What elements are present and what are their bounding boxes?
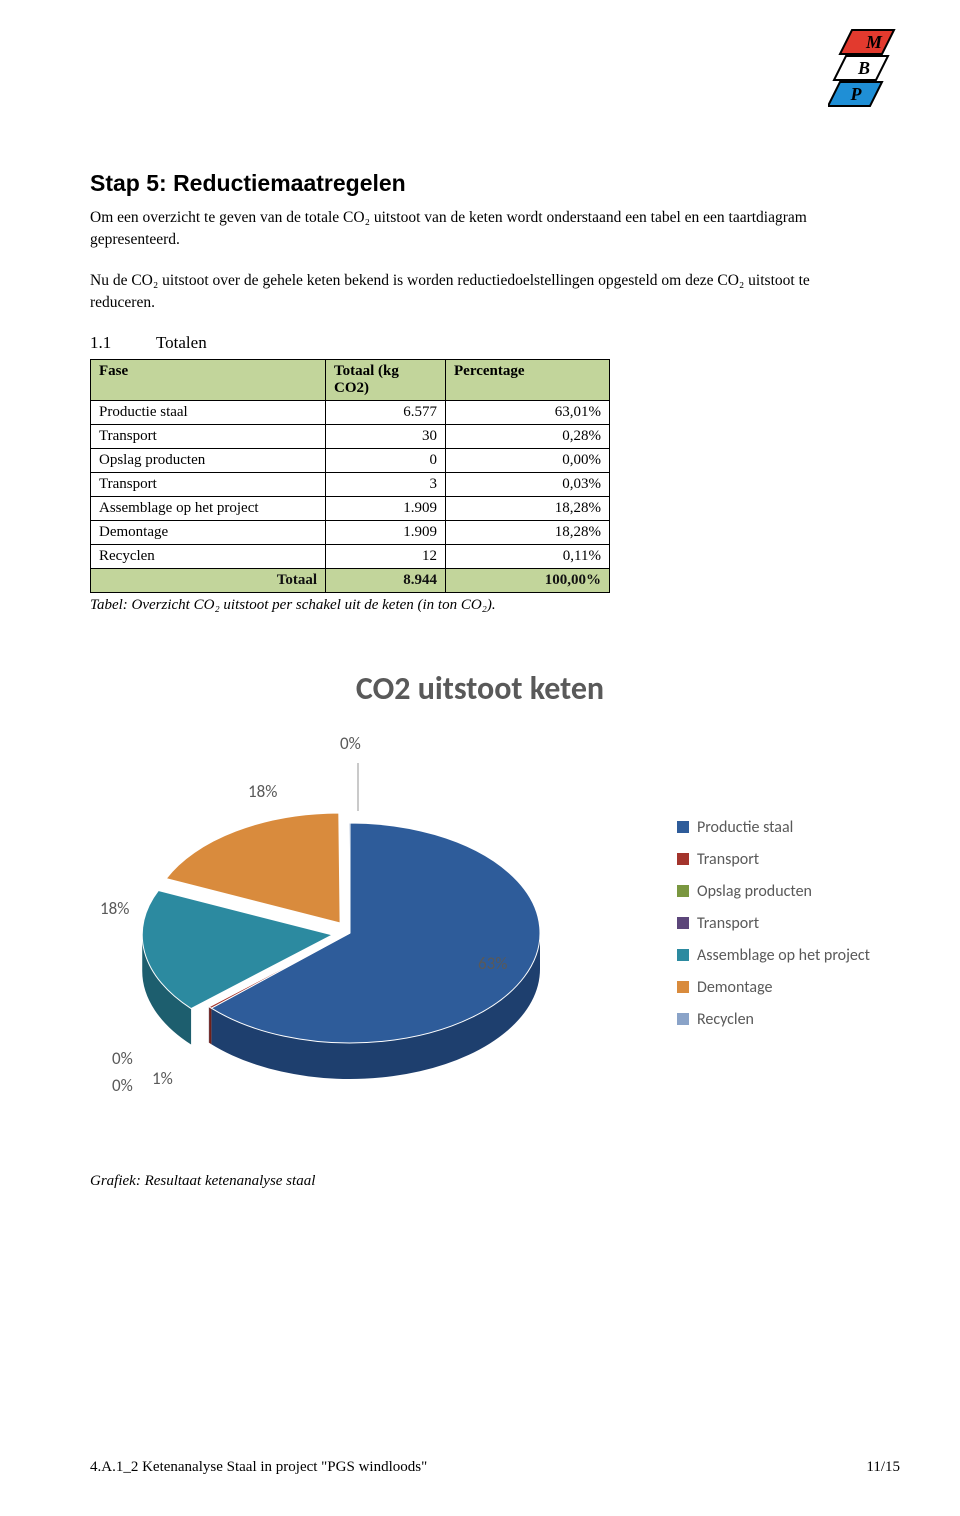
footer-left: 4.A.1_2 Ketenanalyse Staal in project "P…: [90, 1459, 427, 1476]
table-row: Demontage1.90918,28%: [91, 520, 610, 544]
svg-text:P: P: [850, 84, 863, 104]
subhead-text: Totalen: [156, 333, 207, 352]
legend-item: Transport: [677, 914, 870, 933]
pie-data-label: 63%: [478, 953, 507, 974]
pie-data-label: 0%: [340, 733, 361, 754]
pie-data-label: 0%: [112, 1048, 133, 1069]
mbp-logo: M B P: [828, 28, 900, 118]
table-total-row: Totaal8.944100,00%: [91, 568, 610, 592]
intro-paragraph-1: Om een overzicht te geven van de totale …: [90, 207, 870, 252]
pie-data-label: 18%: [100, 898, 129, 919]
col-fase: Fase: [91, 359, 326, 400]
subhead-number: 1.1: [90, 333, 152, 353]
table-row: Recyclen120,11%: [91, 544, 610, 568]
svg-text:B: B: [857, 58, 870, 78]
section-subheading: 1.1 Totalen: [90, 333, 870, 353]
table-row: Transport30,03%: [91, 472, 610, 496]
col-totaal: Totaal (kg CO2): [326, 359, 446, 400]
grafiek-caption: Grafiek: Resultaat ketenanalyse staal: [90, 1173, 870, 1190]
legend-item: Assemblage op het project: [677, 946, 870, 965]
table-row: Assemblage op het project1.90918,28%: [91, 496, 610, 520]
chart-legend: Productie staal Transport Opslag producten…: [677, 818, 870, 1042]
pie-data-label: 0%: [112, 1075, 133, 1096]
chart-title: CO2 uitstoot keten: [90, 669, 870, 708]
page-heading: Stap 5: Reductiemaatregelen: [90, 170, 870, 197]
legend-item: Demontage: [677, 978, 870, 997]
pie-data-label: 1%: [152, 1068, 173, 1089]
totalen-table: Fase Totaal (kg CO2) Percentage Producti…: [90, 359, 610, 593]
intro-paragraph-2: Nu de CO₂ uitstoot over de gehele keten …: [90, 270, 870, 315]
col-percentage: Percentage: [446, 359, 610, 400]
pie-chart: 0% 18% 18% 0% 0% 1% 63% Productie staal Transpo…: [90, 723, 870, 1143]
footer-right: 11/15: [866, 1459, 900, 1476]
pie-data-label: 18%: [248, 781, 277, 802]
table-row: Opslag producten00,00%: [91, 448, 610, 472]
legend-item: Recyclen: [677, 1010, 870, 1029]
table-row: Transport300,28%: [91, 424, 610, 448]
table-caption: Tabel: Overzicht CO₂ uitstoot per schake…: [90, 597, 870, 614]
svg-text:M: M: [865, 32, 883, 52]
legend-item: Transport: [677, 850, 870, 869]
legend-item: Productie staal: [677, 818, 870, 837]
page-footer: 4.A.1_2 Ketenanalyse Staal in project "P…: [90, 1459, 900, 1476]
legend-item: Opslag producten: [677, 882, 870, 901]
table-row: Productie staal6.57763,01%: [91, 400, 610, 424]
